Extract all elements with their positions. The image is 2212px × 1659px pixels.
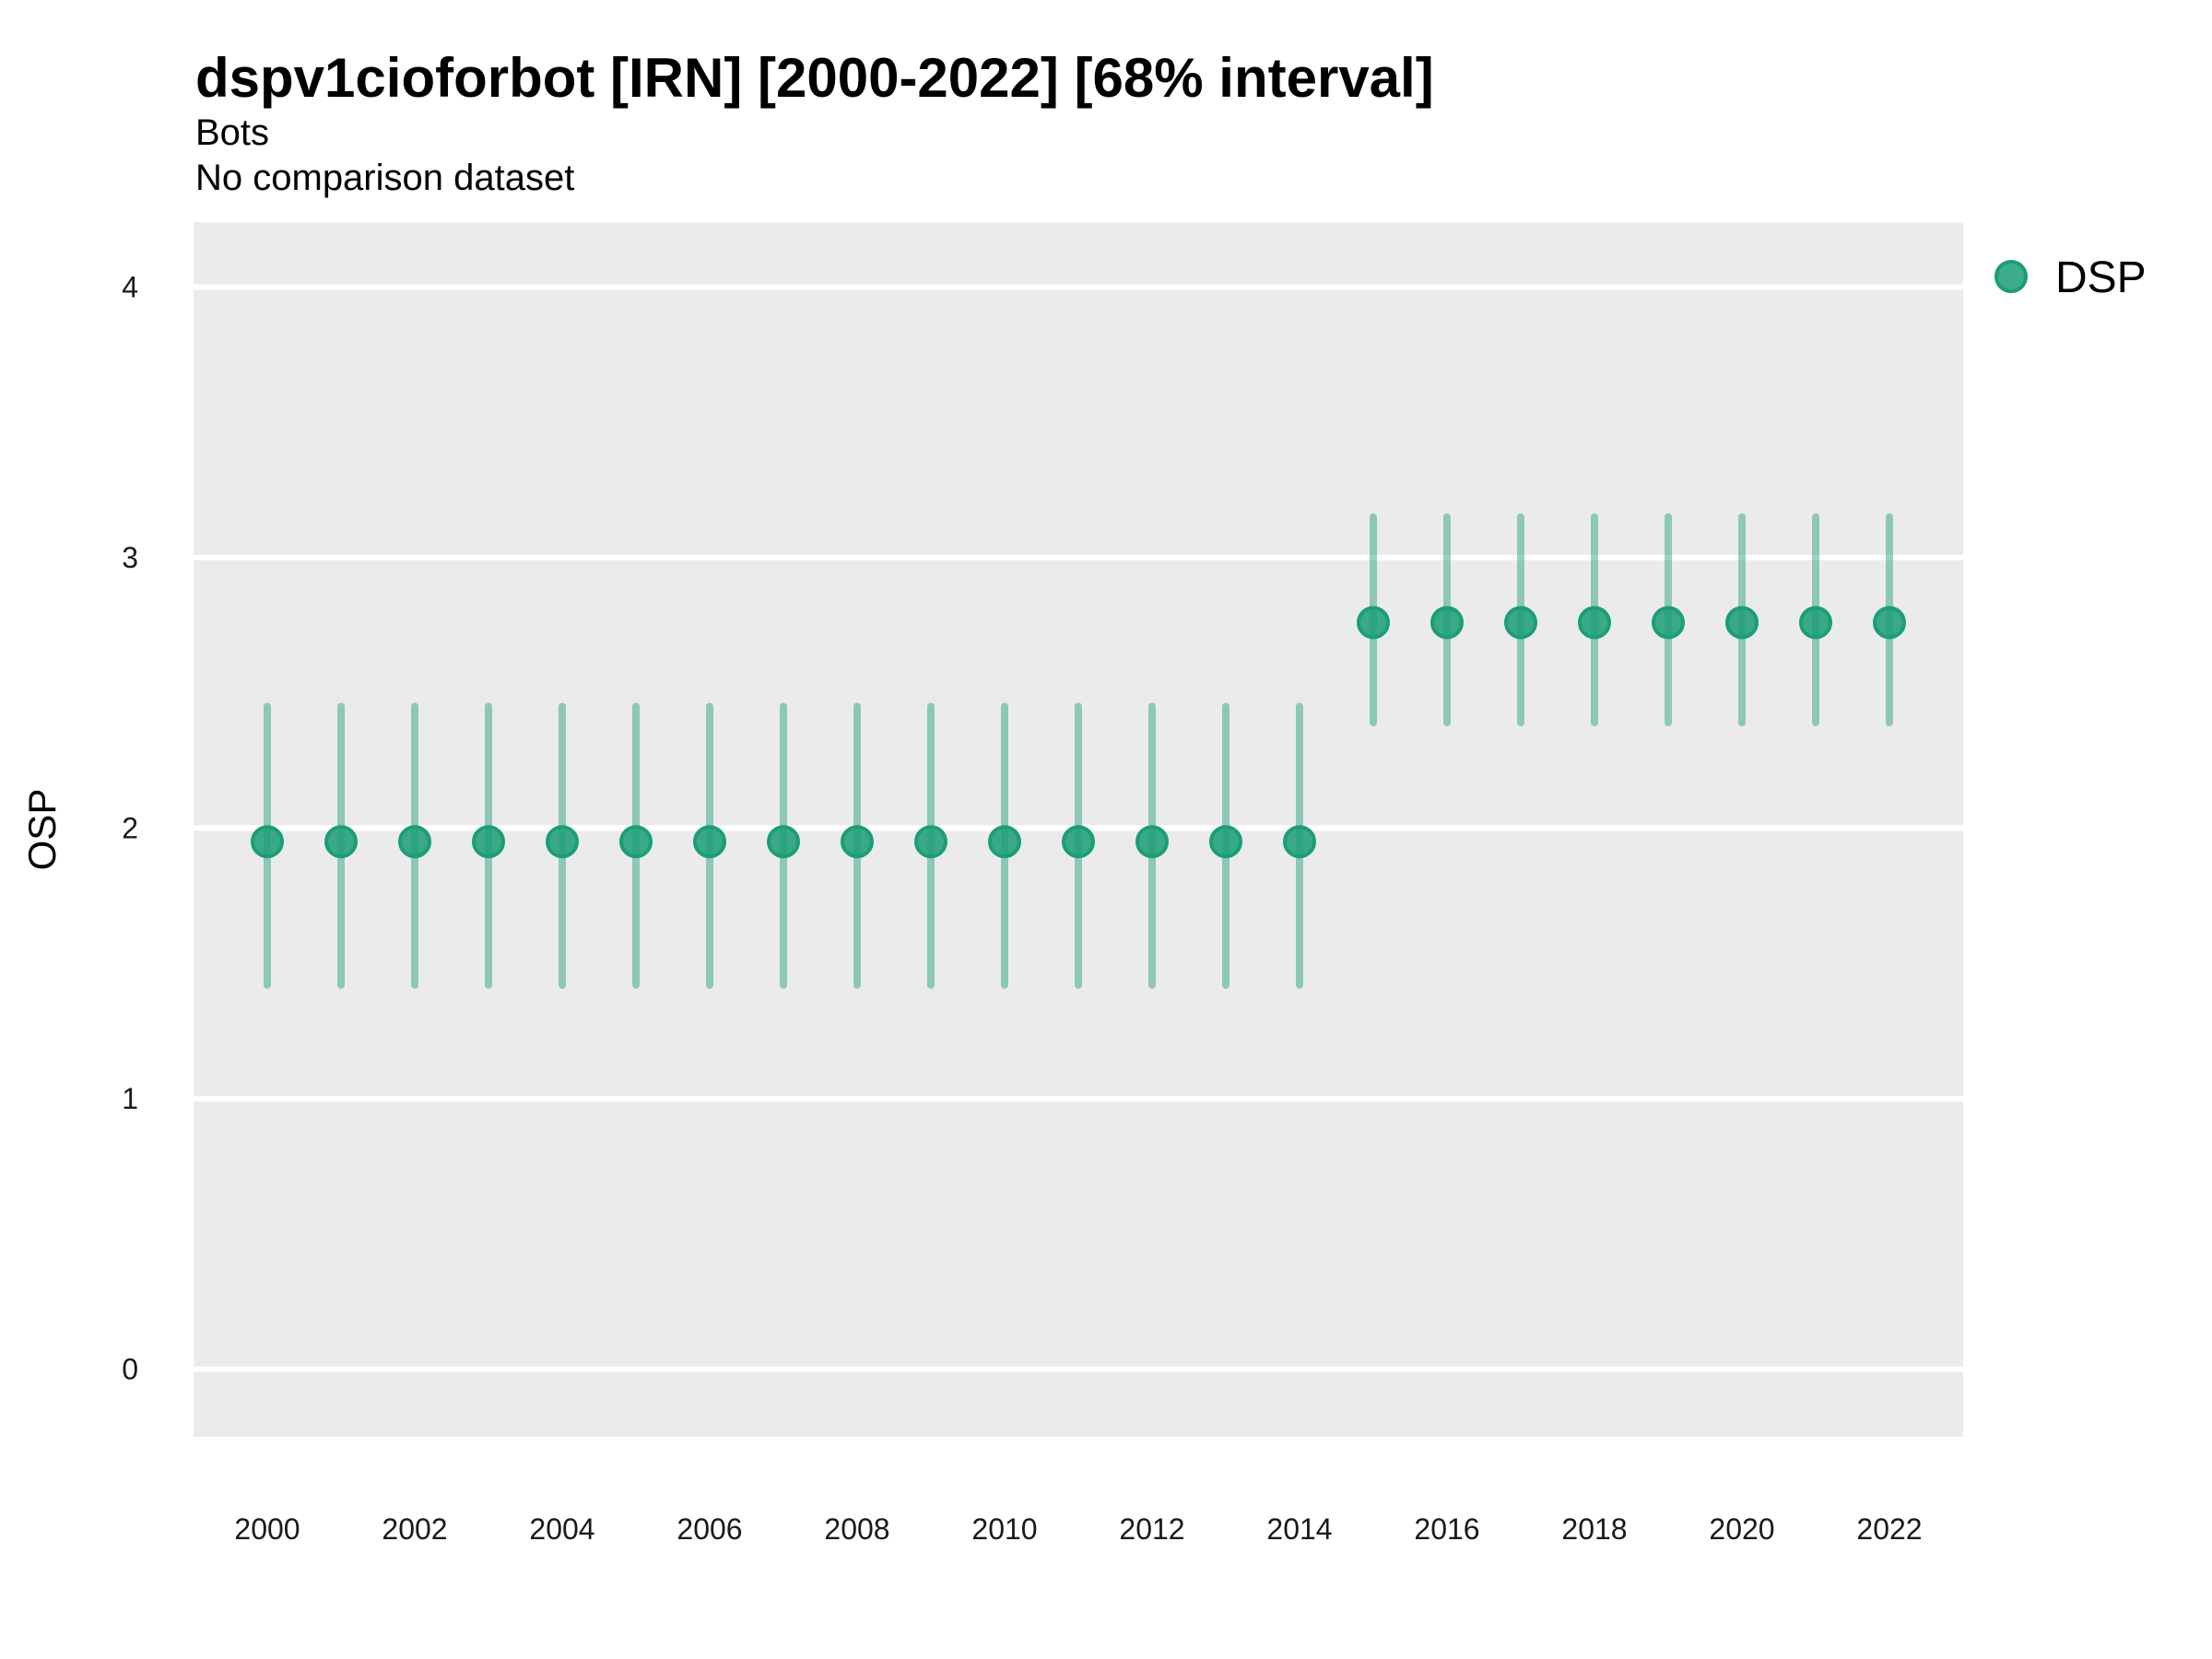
data-point-2001 — [324, 825, 358, 859]
x-axis-tick-labels: 2000 2002 2004 2006 2008 2010 2012 2014 2016 2018… — [234, 1512, 1922, 1546]
x-tick-label-2018: 2018 — [1561, 1512, 1627, 1546]
data-point-2021 — [1799, 606, 1832, 640]
data-point-2022 — [1873, 606, 1906, 640]
data-point-2003 — [472, 825, 505, 859]
data-point-2017 — [1504, 606, 1537, 640]
x-tick-label-2016: 2016 — [1414, 1512, 1479, 1546]
x-tick-label-2014: 2014 — [1266, 1512, 1332, 1546]
data-point-2018 — [1578, 606, 1611, 640]
data-point-2011 — [1062, 825, 1095, 859]
x-tick-label-2008: 2008 — [824, 1512, 889, 1546]
y-tick-label-4: 4 — [122, 270, 138, 303]
data-point-2016 — [1430, 606, 1464, 640]
x-tick-label-2020: 2020 — [1709, 1512, 1774, 1546]
y-axis-title: OSP — [20, 789, 64, 871]
y-tick-label-3: 3 — [122, 541, 138, 574]
data-point-2009 — [914, 825, 947, 859]
data-point-2010 — [988, 825, 1021, 859]
data-point-2015 — [1357, 606, 1390, 640]
data-point-2014 — [1283, 825, 1316, 859]
legend-point-icon — [1994, 260, 2028, 293]
data-point-2019 — [1652, 606, 1685, 640]
x-tick-label-2006: 2006 — [677, 1512, 742, 1546]
y-tick-label-0: 0 — [122, 1353, 138, 1386]
legend-label: DSP — [2055, 253, 2147, 302]
legend: DSP — [1994, 253, 2147, 302]
comparison-note: No comparison dataset — [195, 158, 574, 198]
data-point-2004 — [546, 825, 579, 859]
y-tick-label-1: 1 — [122, 1082, 138, 1115]
x-tick-label-2000: 2000 — [234, 1512, 300, 1546]
y-tick-label-2: 2 — [122, 812, 138, 845]
x-tick-label-2004: 2004 — [529, 1512, 594, 1546]
x-tick-label-2010: 2010 — [971, 1512, 1037, 1546]
x-tick-label-2002: 2002 — [382, 1512, 447, 1546]
data-point-2000 — [251, 825, 284, 859]
data-point-2008 — [841, 825, 874, 859]
x-tick-label-2012: 2012 — [1119, 1512, 1184, 1546]
data-point-2020 — [1725, 606, 1759, 640]
data-points-group — [251, 606, 1906, 859]
data-point-2005 — [619, 825, 653, 859]
x-tick-label-2022: 2022 — [1856, 1512, 1922, 1546]
data-point-2006 — [693, 825, 726, 859]
chart-title: dspv1cioforbot [IRN] [2000-2022] [68% in… — [195, 47, 1434, 109]
data-point-2007 — [767, 825, 800, 859]
data-point-2013 — [1209, 825, 1242, 859]
data-point-2012 — [1135, 825, 1169, 859]
data-point-2002 — [398, 825, 431, 859]
y-axis-tick-labels: 0 1 2 3 4 — [122, 270, 138, 1385]
chart-subtitle: Bots — [195, 112, 269, 153]
